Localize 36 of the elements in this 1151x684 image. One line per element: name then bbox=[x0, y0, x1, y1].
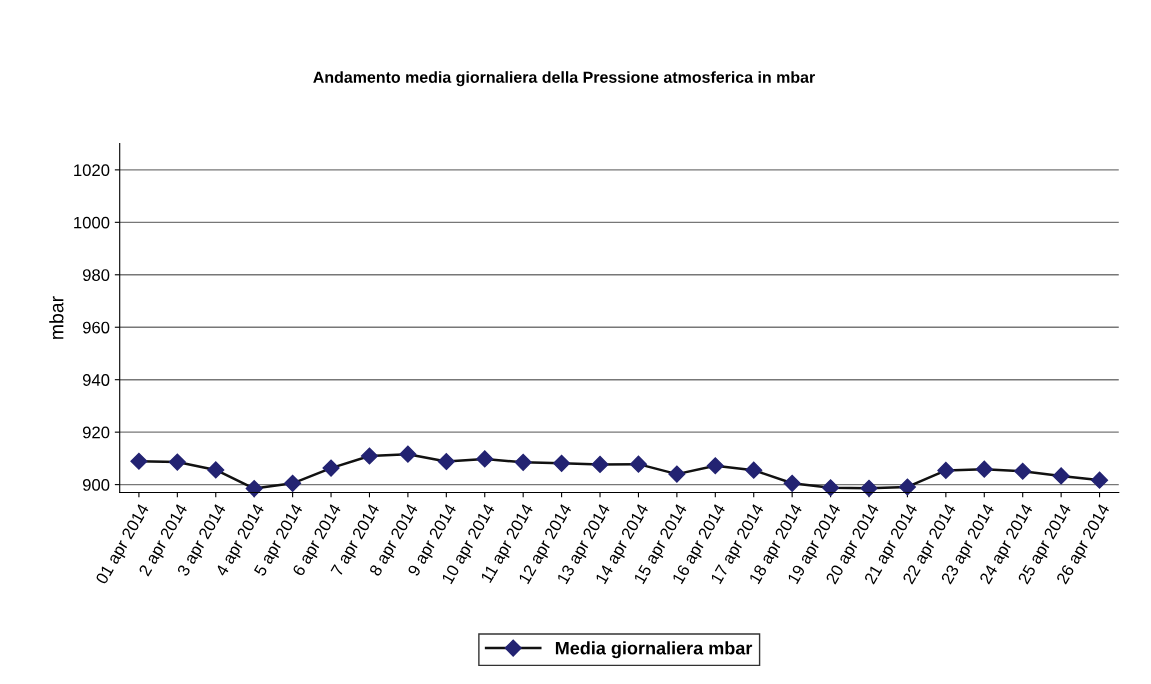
point bbox=[860, 479, 878, 497]
y-tick-label: 900 bbox=[82, 479, 110, 491]
point bbox=[476, 450, 494, 468]
point bbox=[168, 453, 186, 471]
point bbox=[245, 479, 263, 498]
y-tick-label: 960 bbox=[82, 321, 110, 334]
y-tick-label: 1020 bbox=[74, 164, 110, 177]
y-tick-label: 940 bbox=[82, 374, 110, 386]
point bbox=[399, 445, 417, 463]
point bbox=[591, 455, 609, 473]
point bbox=[360, 447, 379, 465]
y-tick-label: 980 bbox=[82, 269, 110, 281]
point bbox=[284, 474, 302, 492]
point bbox=[514, 453, 532, 471]
point bbox=[322, 459, 340, 477]
point bbox=[1091, 471, 1109, 489]
point bbox=[745, 461, 763, 479]
point bbox=[629, 455, 648, 473]
point bbox=[668, 465, 686, 483]
point bbox=[898, 478, 916, 496]
chart-title: Andamento media giornaliera della Pressione atmosferica in mbar bbox=[313, 71, 815, 87]
point bbox=[130, 452, 148, 470]
point bbox=[783, 474, 801, 492]
y-axis-title: mbar bbox=[49, 296, 64, 339]
legend-label: Media giornaliera mbar bbox=[555, 641, 753, 659]
point bbox=[1014, 462, 1032, 480]
point bbox=[1052, 467, 1070, 485]
y-tick-label: 920 bbox=[82, 426, 110, 439]
point bbox=[207, 461, 225, 479]
point bbox=[822, 479, 840, 497]
y-tick-label: 1000 bbox=[74, 216, 110, 229]
point bbox=[437, 452, 455, 471]
point bbox=[706, 457, 724, 475]
point bbox=[975, 460, 993, 478]
point bbox=[553, 454, 571, 472]
point bbox=[937, 461, 955, 480]
